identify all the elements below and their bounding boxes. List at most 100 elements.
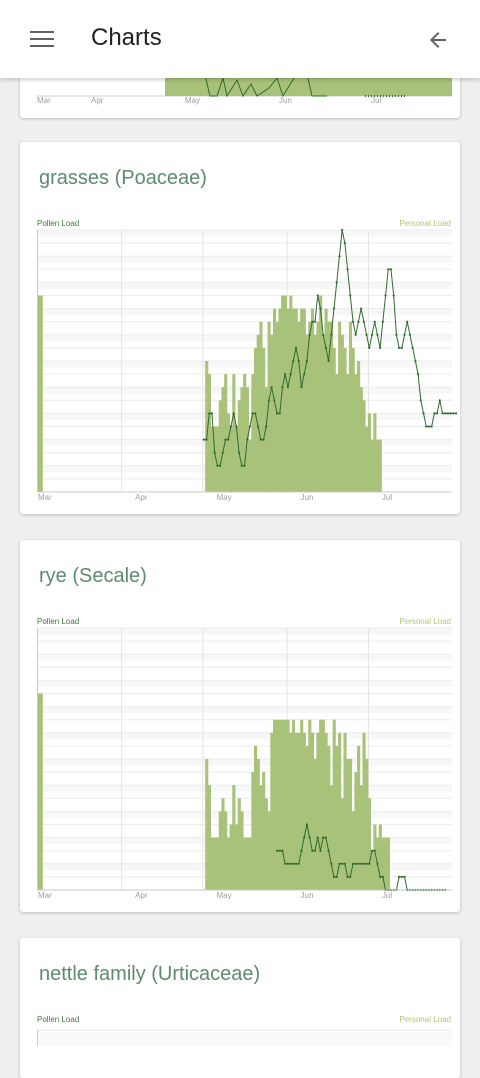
pollen-bar xyxy=(240,811,244,890)
personal-load-point xyxy=(235,425,238,428)
personal-load-point xyxy=(292,862,295,865)
personal-load-point xyxy=(294,862,298,865)
personal-load-point xyxy=(365,862,368,865)
personal-load-point xyxy=(343,862,346,865)
pollen-bar xyxy=(310,732,315,890)
grid-band xyxy=(37,667,452,674)
pollen-bar xyxy=(248,837,252,890)
personal-load-point xyxy=(289,373,292,376)
personal-load-point xyxy=(237,451,241,454)
personal-load-point xyxy=(346,875,349,878)
pollen-bar xyxy=(278,719,282,890)
pollen-bar xyxy=(210,837,214,890)
personal-load-point xyxy=(446,412,450,415)
pollen-bar xyxy=(302,732,306,890)
chart-card: grasses (Poaceae) Pollen Load Personal L… xyxy=(20,142,460,514)
grid-band xyxy=(37,798,452,805)
personal-load-point xyxy=(332,875,336,878)
personal-load-point xyxy=(273,399,276,402)
x-tick-label: Jun xyxy=(301,891,314,900)
grid-band xyxy=(37,759,452,766)
pollen-bar xyxy=(267,811,271,890)
pollen-bar xyxy=(221,798,225,890)
personal-load-point xyxy=(416,373,420,376)
personal-load-point xyxy=(254,412,257,415)
y-axis-label-left: Pollen Load xyxy=(37,219,80,228)
personal-load-point xyxy=(381,320,384,323)
personal-load-point xyxy=(251,412,254,415)
personal-load-point xyxy=(454,412,458,415)
personal-load-point xyxy=(286,386,289,389)
pollen-bar xyxy=(253,745,258,890)
pollen-bar xyxy=(332,347,336,492)
pollen-bar xyxy=(357,361,361,492)
pollen-bar xyxy=(297,321,301,492)
personal-load-point xyxy=(308,333,311,336)
personal-load-point xyxy=(305,359,308,363)
x-tick-label: Jul xyxy=(371,96,381,105)
personal-load-point xyxy=(346,268,349,271)
pollen-bar xyxy=(216,837,220,890)
personal-load-point xyxy=(324,346,327,349)
grid-band xyxy=(37,295,452,303)
personal-load-point xyxy=(365,333,368,336)
x-tick-label: May xyxy=(216,493,231,502)
personal-load-point xyxy=(243,464,246,467)
personal-load-line xyxy=(203,229,457,467)
pollen-bar xyxy=(302,308,306,492)
personal-load-point xyxy=(316,836,319,839)
pollen-bar xyxy=(300,719,304,890)
personal-load-point xyxy=(303,373,306,376)
pollen-bar xyxy=(343,347,347,492)
personal-load-point xyxy=(435,412,439,415)
personal-load-point xyxy=(354,333,357,336)
personal-load-point xyxy=(205,438,208,441)
pollen-bar xyxy=(313,759,317,890)
x-tick-label: Mar xyxy=(38,891,52,900)
personal-load-point xyxy=(292,359,295,363)
personal-load-point xyxy=(227,438,230,441)
x-tick-label: Jun xyxy=(301,493,314,502)
pollen-bar xyxy=(291,719,296,890)
personal-load-point xyxy=(256,425,260,428)
personal-load-point xyxy=(208,412,211,415)
pollen-bar xyxy=(240,387,244,492)
personal-load-point xyxy=(379,875,382,878)
pollen-bar xyxy=(243,374,247,492)
personal-load-point xyxy=(376,862,379,865)
personal-load-point xyxy=(311,320,314,323)
personal-load-point xyxy=(449,412,452,415)
personal-load-point xyxy=(300,386,303,389)
personal-load-point xyxy=(379,346,382,349)
grid-band xyxy=(37,785,452,792)
pollen-bar xyxy=(294,308,298,492)
personal-load-point xyxy=(210,412,214,415)
x-tick-label: Apr xyxy=(135,891,148,900)
pollen-bar xyxy=(224,811,228,890)
hamburger-menu-icon[interactable] xyxy=(30,31,54,49)
pollen-bar xyxy=(259,321,263,492)
personal-load-point xyxy=(229,425,233,428)
pollen-bar xyxy=(362,732,366,890)
personal-load-point xyxy=(322,836,325,839)
card-title: rye (Secale) xyxy=(39,565,147,587)
pollen-bar xyxy=(297,732,301,890)
personal-load-point xyxy=(332,307,336,310)
pollen-bar xyxy=(37,693,41,890)
app-bar: Charts xyxy=(0,0,480,78)
personal-load-point xyxy=(248,425,252,428)
personal-load-point xyxy=(427,425,431,428)
personal-load-point xyxy=(322,333,325,336)
personal-load-point xyxy=(330,862,333,865)
personal-load-point xyxy=(395,333,398,336)
pollen-bar xyxy=(205,361,209,492)
pollen-bar xyxy=(218,811,222,890)
arrow-back-icon[interactable] xyxy=(426,28,450,52)
pollen-bar xyxy=(346,759,350,890)
personal-load-point xyxy=(441,412,444,415)
pollen-bar xyxy=(365,426,369,492)
personal-load-point xyxy=(240,464,243,467)
pollen-bar xyxy=(248,439,252,492)
personal-load-point xyxy=(400,875,403,878)
grid-band xyxy=(37,321,452,329)
